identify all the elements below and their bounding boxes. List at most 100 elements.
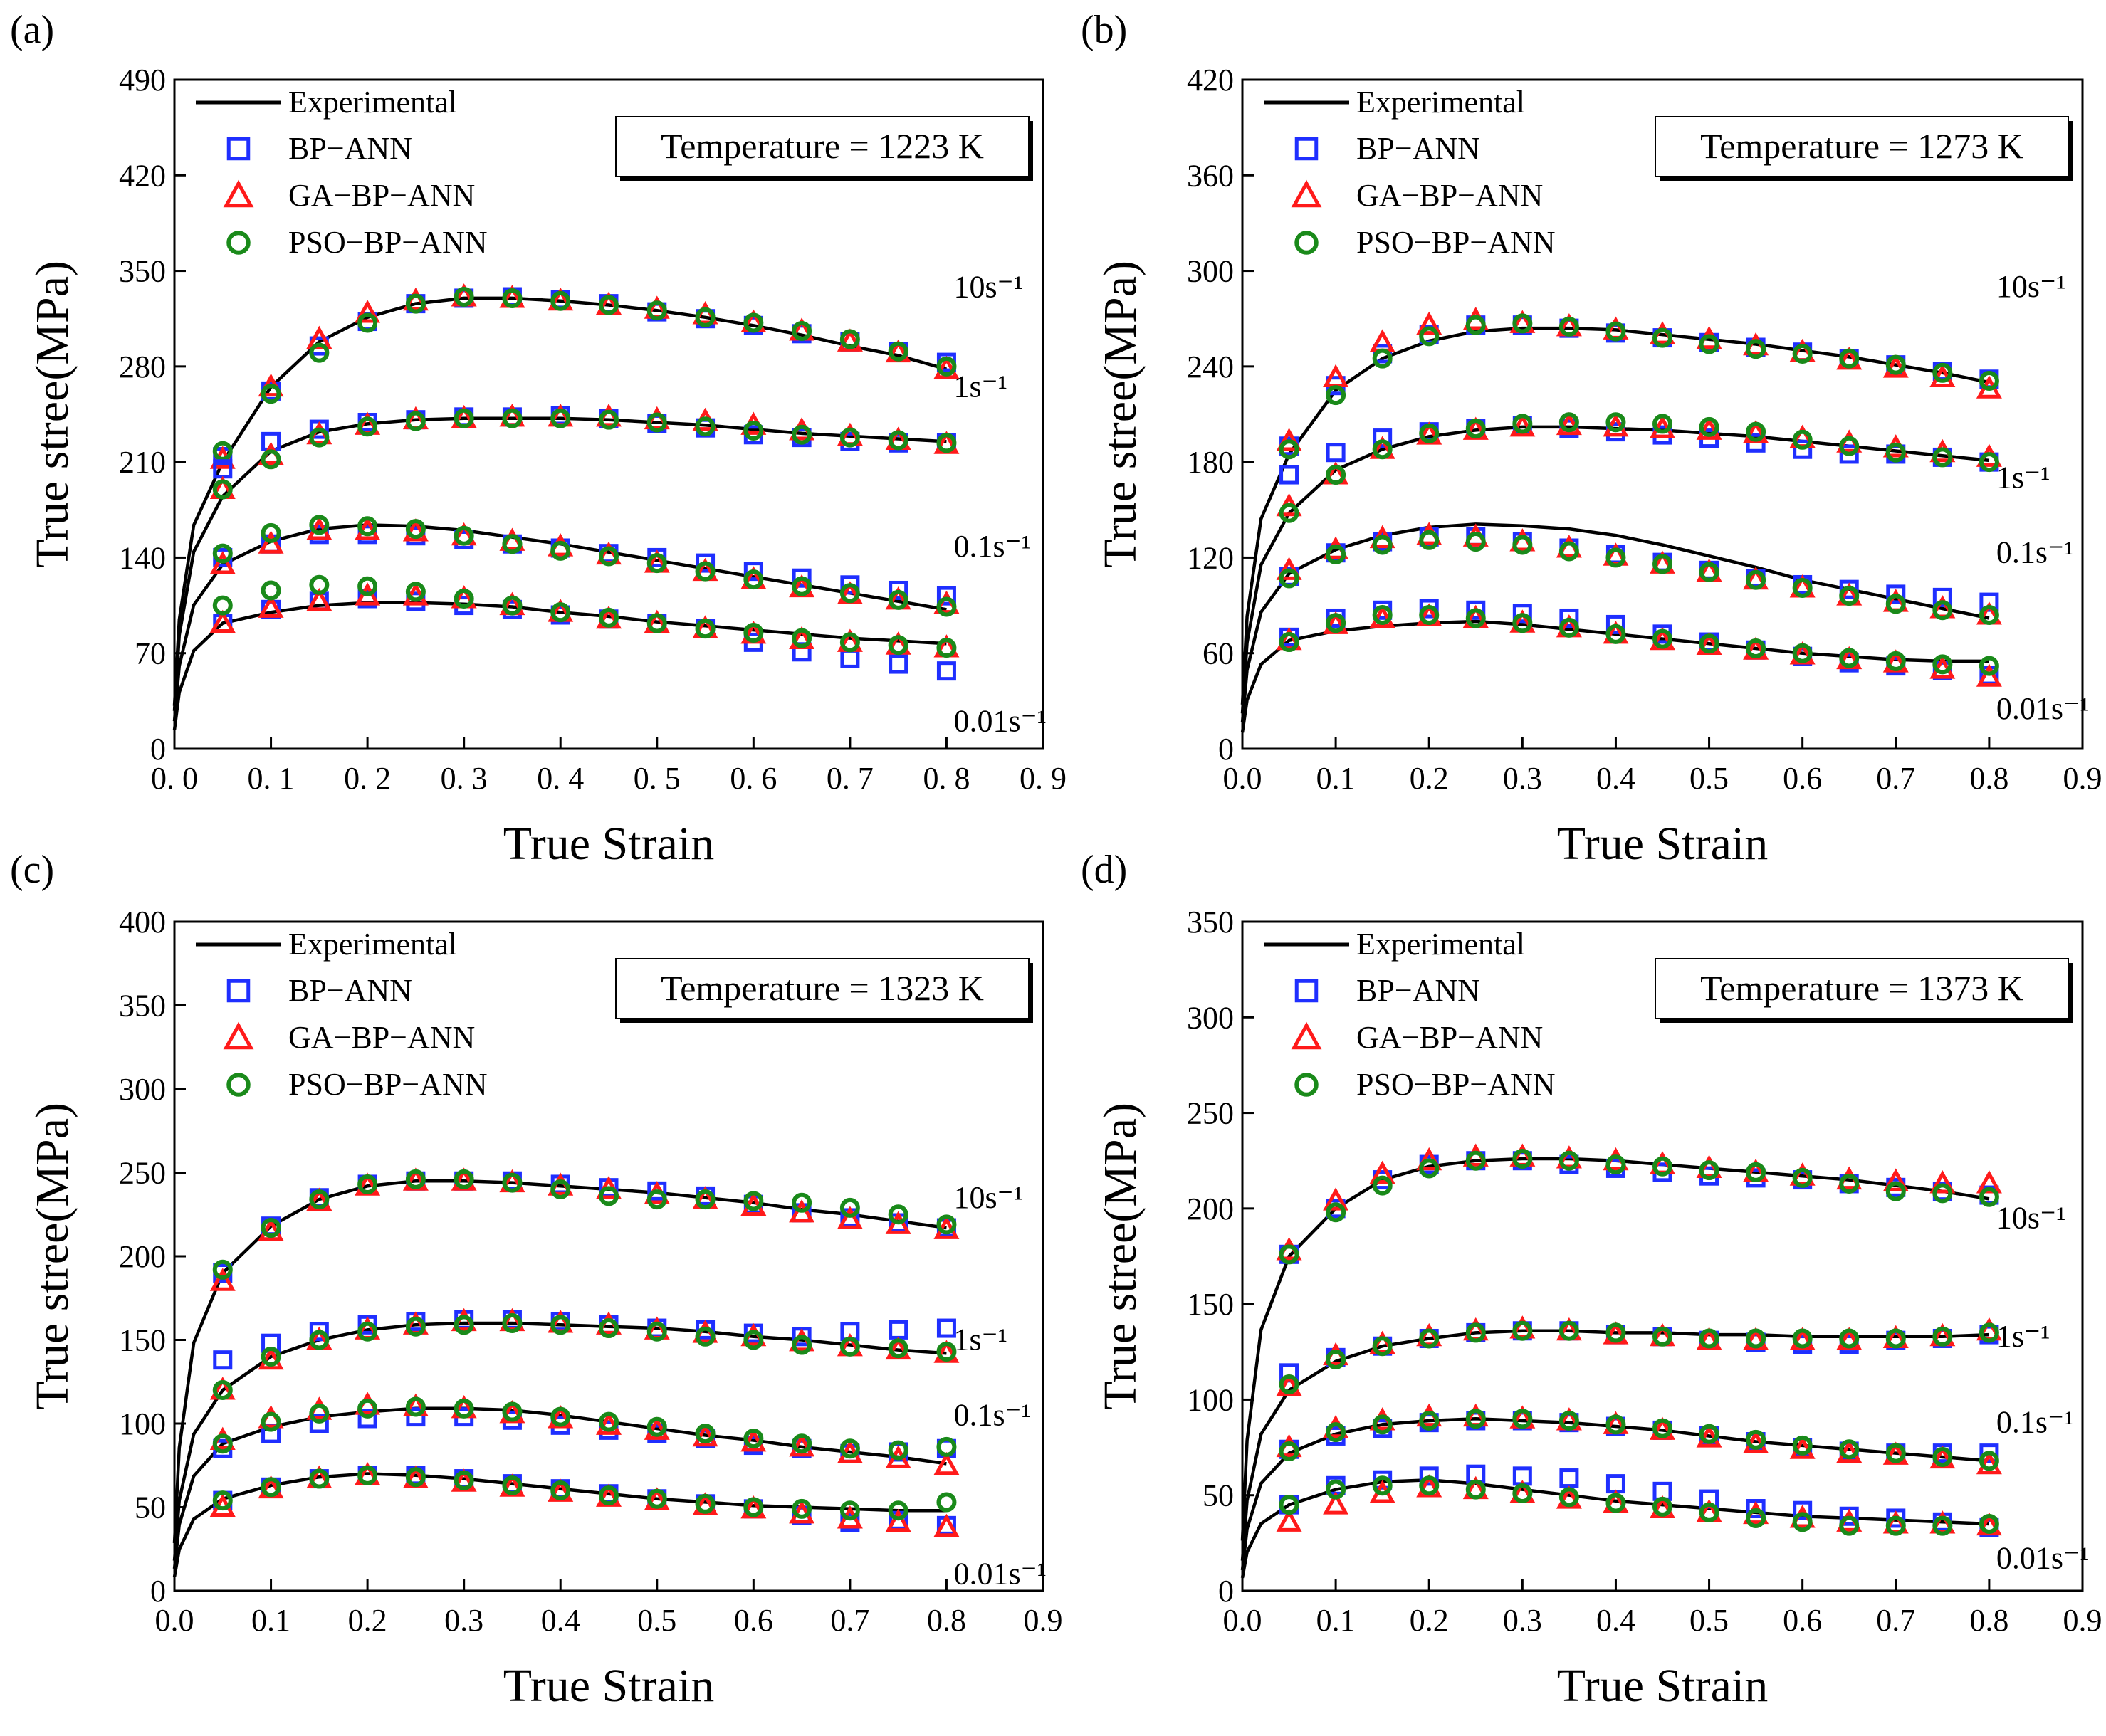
pso-bp-ann-marker (1419, 605, 1440, 625)
pso-bp-ann-marker (1279, 568, 1299, 589)
pso-bp-ann-marker (1419, 530, 1440, 550)
pso-bp-ann-marker (743, 569, 764, 590)
pso-bp-ann-marker (1932, 1326, 1953, 1347)
x-axis-title: True Strain (1557, 1660, 1768, 1712)
x-axis-title: True Strain (503, 818, 714, 870)
ga-bp-ann-marker (258, 1217, 284, 1241)
legend-ga-bp-ann-label: GA−BP−ANN (288, 178, 475, 213)
pso-bp-ann-marker (792, 1498, 812, 1519)
y-tick-label: 50 (135, 1490, 166, 1525)
legend-pso-bp-ann-marker (226, 1073, 251, 1097)
y-axis-title: True stree(MPa) (1094, 1103, 1146, 1410)
strain-rate-label: 0.1s⁻¹ (1996, 535, 2074, 570)
pso-bp-ann-marker (1699, 1502, 1719, 1522)
x-tick-label: 0.6 (734, 1603, 773, 1638)
legend-pso-bp-ann-label: PSO−BP−ANN (1356, 1067, 1556, 1102)
ga-bp-ann-marker (355, 300, 381, 323)
ga-bp-ann-marker (1276, 428, 1302, 451)
x-tick-label: 0.3 (1503, 761, 1542, 796)
pso-bp-ann-marker (1279, 503, 1299, 523)
y-tick-label: 250 (119, 1156, 166, 1191)
pso-bp-ann-marker (261, 1411, 281, 1432)
bp-ann-marker (889, 580, 908, 600)
bp-ann-marker (1605, 614, 1625, 634)
x-tick-label: 0.2 (1410, 761, 1449, 796)
strain-rate-group: 0.1s⁻¹ (1240, 1403, 2073, 1571)
ga-bp-ann-marker (885, 1211, 911, 1234)
pso-bp-ann-marker (357, 576, 378, 596)
pso-bp-ann-marker (646, 1488, 667, 1509)
strain-rate-group: 10s⁻¹ (1240, 1143, 2065, 1541)
pso-bp-ann-marker (1979, 371, 1999, 391)
bp-ann-marker (743, 562, 763, 582)
pso-bp-ann-marker (1979, 656, 1999, 676)
ga-bp-ann-marker (209, 609, 236, 633)
strain-rate-group: 0.1s⁻¹ (172, 515, 1031, 722)
pso-bp-ann-marker (936, 596, 957, 617)
y-tick-label: 140 (119, 540, 166, 575)
pso-bp-ann-marker (454, 525, 474, 546)
pso-bp-ann-marker (1419, 1328, 1440, 1349)
bp-ann-marker (1839, 444, 1859, 464)
pso-bp-ann-marker (454, 287, 474, 307)
ga-bp-ann-marker (933, 355, 960, 379)
y-tick-label: 70 (135, 636, 166, 671)
pso-bp-ann-marker (646, 1321, 667, 1342)
pso-bp-ann-marker (646, 553, 667, 574)
pso-bp-ann-marker (1326, 465, 1346, 485)
strain-rate-label: 1s⁻¹ (953, 369, 1007, 404)
legend-ga-bp-ann-label: GA−BP−ANN (1356, 178, 1543, 213)
pso-bp-ann-marker (357, 312, 378, 333)
legend-ga-bp-ann-marker (223, 179, 254, 208)
ga-bp-ann-marker (644, 1416, 670, 1440)
pso-bp-ann-marker (454, 1169, 474, 1189)
pso-bp-ann-marker (1979, 452, 1999, 473)
pso-bp-ann-marker (1746, 638, 1766, 658)
pso-bp-ann-marker (646, 613, 667, 633)
experimental-curve (1240, 1329, 1989, 1561)
pso-bp-ann-marker (743, 421, 764, 441)
pso-bp-ann-marker (1652, 1496, 1672, 1517)
y-tick-label: 60 (1203, 636, 1234, 671)
pso-bp-ann-marker (695, 1326, 716, 1347)
legend-experimental-label: Experimental (1356, 927, 1525, 962)
ga-bp-ann-marker (1696, 416, 1722, 440)
pso-bp-ann-marker (839, 632, 860, 653)
pso-bp-ann-marker (1558, 541, 1579, 562)
legend-pso-bp-ann-marker (226, 231, 251, 255)
pso-bp-ann-marker (839, 1336, 860, 1357)
experimental-curve (172, 416, 947, 711)
legend-ga-bp-ann-label: GA−BP−ANN (1356, 1020, 1543, 1055)
pso-bp-ann-marker (212, 1490, 233, 1511)
strain-rate-label: 10s⁻¹ (953, 270, 1023, 305)
pso-bp-ann-marker (1932, 1515, 1953, 1536)
legend-pso-bp-ann-label: PSO−BP−ANN (1356, 225, 1556, 260)
y-axis-title: True stree(MPa) (1094, 261, 1146, 568)
pso-bp-ann-marker (1326, 1202, 1346, 1223)
pso-bp-ann-marker (1512, 1149, 1533, 1169)
pso-bp-ann-marker (1979, 1187, 1999, 1207)
pso-bp-ann-marker (1792, 343, 1813, 364)
panel-label: (d) (1081, 848, 1127, 892)
bp-ann-marker (1699, 1489, 1719, 1509)
pso-bp-ann-marker (357, 516, 378, 537)
experimental-curve (1240, 619, 1989, 733)
x-tick-label: 0. 8 (923, 761, 970, 796)
x-tick-label: 0. 3 (441, 761, 488, 796)
pso-bp-ann-marker (936, 1436, 957, 1457)
x-tick-label: 0.0 (1223, 1603, 1262, 1638)
pso-bp-ann-marker (1465, 532, 1486, 552)
x-tick-label: 0.4 (541, 1603, 580, 1638)
bp-ann-marker (1512, 604, 1532, 624)
pso-bp-ann-marker (357, 1321, 378, 1342)
y-tick-label: 400 (119, 905, 166, 940)
pso-bp-ann-marker (309, 1403, 330, 1424)
pso-bp-ann-marker (212, 543, 233, 564)
pso-bp-ann-marker (1558, 1320, 1579, 1341)
panel-label: (b) (1081, 8, 1127, 52)
pso-bp-ann-marker (1792, 1328, 1813, 1349)
ga-bp-ann-marker (1929, 1170, 1956, 1194)
pso-bp-ann-marker (1885, 1515, 1906, 1536)
ga-bp-ann-marker (1882, 354, 1909, 378)
strain-rate-group: 0.1s⁻¹ (1240, 522, 2074, 723)
